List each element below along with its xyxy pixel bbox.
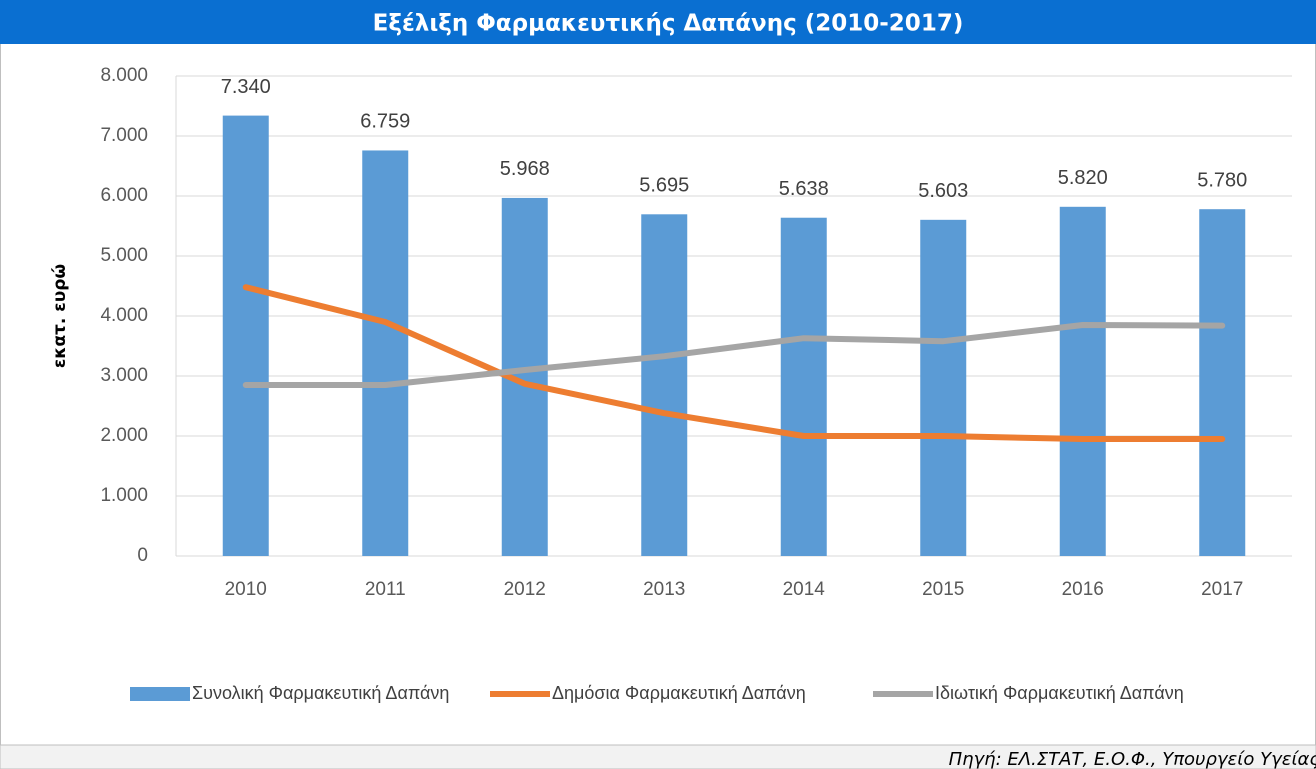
y-tick-label: 4.000 [100, 305, 148, 326]
bar [920, 219, 967, 556]
bar [1059, 206, 1106, 557]
data-label: 5.968 [500, 158, 550, 180]
legend-label: Συνολική Φαρμακευτική Δαπάνη [192, 683, 449, 703]
data-label: 5.603 [918, 180, 968, 202]
y-tick-label: 7.000 [100, 125, 148, 146]
bar [780, 217, 827, 556]
data-label: 7.340 [221, 76, 271, 98]
legend-swatch [130, 687, 190, 701]
source-note: Πηγή: ΕΛ.ΣΤΑΤ, Ε.Ο.Φ., Υπουργείο Υγείας [949, 749, 1316, 769]
y-tick-label: 6.000 [100, 185, 148, 206]
x-tick-label: 2013 [643, 579, 685, 600]
line-series [242, 284, 1226, 442]
y-tick-label: 0 [137, 545, 148, 566]
y-tick-label: 1.000 [100, 485, 148, 506]
x-tick-label: 2012 [504, 579, 546, 600]
x-tick-label: 2014 [783, 579, 826, 600]
y-tick-label: 2.000 [100, 425, 148, 446]
bar [1199, 209, 1246, 556]
title-bar [0, 0, 1316, 44]
y-tick-label: 5.000 [100, 245, 148, 266]
data-label: 5.780 [1197, 169, 1247, 191]
x-tick-label: 2010 [225, 579, 267, 600]
y-tick-label: 3.000 [100, 365, 148, 386]
x-tick-label: 2011 [365, 579, 406, 600]
x-tick-label: 2015 [922, 579, 964, 600]
legend-label: Δημόσια Φαρμακευτική Δαπάνη [552, 683, 806, 703]
data-label: 5.820 [1058, 167, 1108, 189]
x-tick-label: 2016 [1062, 579, 1104, 600]
y-tick-label: 8.000 [100, 65, 148, 86]
footer [0, 744, 1316, 769]
line-series [242, 322, 1226, 388]
data-label: 5.638 [779, 178, 829, 200]
y-axis-label: εκατ. ευρώ [50, 264, 70, 369]
bar [641, 214, 688, 557]
bar [222, 115, 269, 556]
data-label: 6.759 [360, 111, 410, 133]
legend-label: Ιδιωτική Φαρμακευτική Δαπάνη [935, 683, 1184, 703]
chart-title: Εξέλιξη Φαρμακευτικής Δαπάνης (2010-2017… [373, 11, 964, 37]
bar [362, 150, 409, 556]
x-tick-label: 2017 [1201, 579, 1243, 600]
data-label: 5.695 [639, 175, 689, 197]
